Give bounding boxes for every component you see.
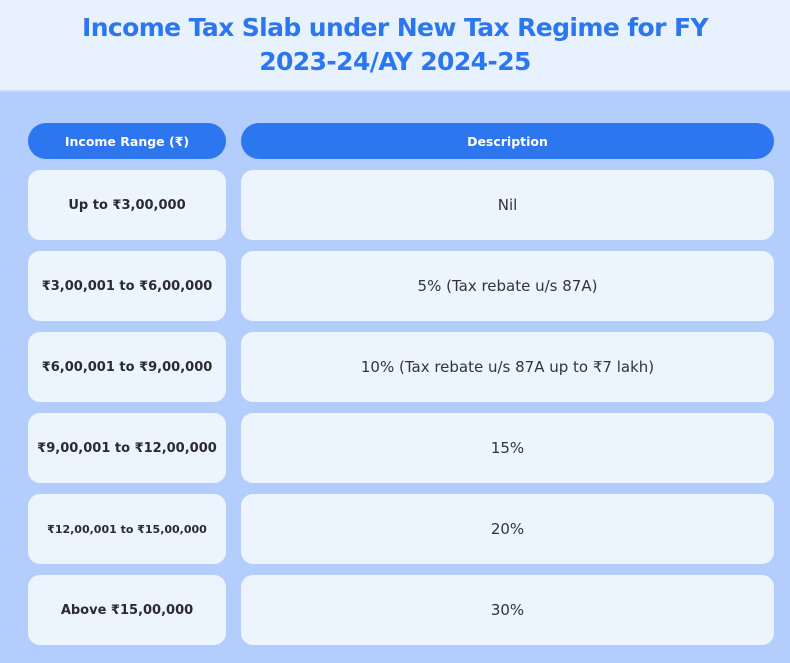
table-row: ₹3,00,001 to ₹6,00,000 5% (Tax rebate u/… [28, 251, 774, 321]
page-title: Income Tax Slab under New Tax Regime for… [82, 13, 709, 76]
table-row: Above ₹15,00,000 30% [28, 575, 774, 645]
table-row: ₹6,00,001 to ₹9,00,000 10% (Tax rebate u… [28, 332, 774, 402]
income-range-cell: ₹12,00,001 to ₹15,00,000 [28, 494, 226, 564]
income-range-cell: Up to ₹3,00,000 [28, 170, 226, 240]
title-band: Income Tax Slab under New Tax Regime for… [0, 0, 790, 92]
income-range-cell: ₹6,00,001 to ₹9,00,000 [28, 332, 226, 402]
description-cell: 30% [241, 575, 774, 645]
description-cell: 10% (Tax rebate u/s 87A up to ₹7 lakh) [241, 332, 774, 402]
income-range-cell: Above ₹15,00,000 [28, 575, 226, 645]
table-row: ₹12,00,001 to ₹15,00,000 20% [28, 494, 774, 564]
table-row: ₹9,00,001 to ₹12,00,000 15% [28, 413, 774, 483]
tax-slab-table: Income Range (₹) Description Up to ₹3,00… [28, 123, 774, 656]
description-cell: 5% (Tax rebate u/s 87A) [241, 251, 774, 321]
table-header-row: Income Range (₹) Description [28, 123, 774, 159]
income-range-cell: ₹3,00,001 to ₹6,00,000 [28, 251, 226, 321]
income-range-cell: ₹9,00,001 to ₹12,00,000 [28, 413, 226, 483]
header-description: Description [241, 123, 774, 159]
description-cell: 15% [241, 413, 774, 483]
description-cell: 20% [241, 494, 774, 564]
table-row: Up to ₹3,00,000 Nil [28, 170, 774, 240]
header-income-range: Income Range (₹) [28, 123, 226, 159]
description-cell: Nil [241, 170, 774, 240]
